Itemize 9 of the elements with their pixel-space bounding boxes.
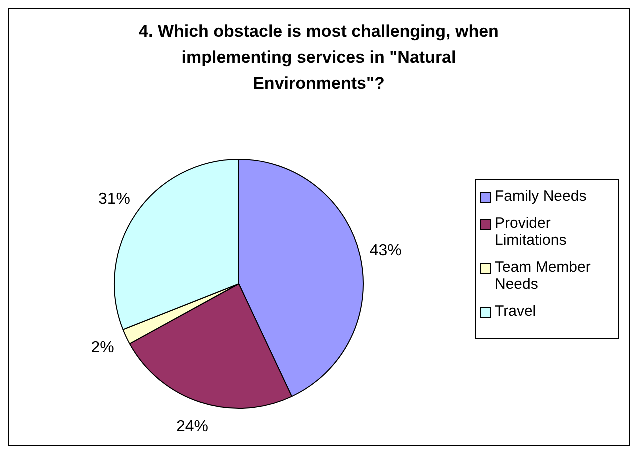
legend-label: Travel [495,303,536,320]
chart-title: 4. Which obstacle is most challenging, when implementing services in "Natural Environments"? [138,21,500,95]
data-label: 24% [176,418,209,436]
legend-label: Family Needs [495,188,587,205]
data-label: 2% [91,339,114,356]
legend-label: Team Member Needs [495,259,592,293]
data-label: 31% [98,190,131,208]
data-label: 43% [370,242,402,260]
legend-label: Provider Limitations [495,215,568,249]
